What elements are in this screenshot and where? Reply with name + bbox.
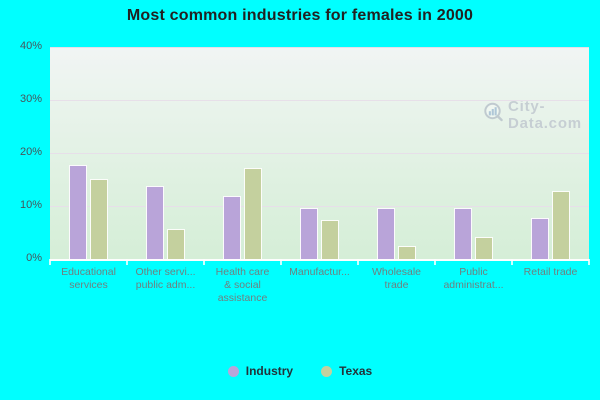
x-axis-label-line: Manufactur... [289,266,350,278]
x-axis-label: Other servi... public adm... [127,266,204,292]
bar-industry [146,186,164,259]
x-axis-label: Wholesale trade [358,266,435,292]
x-axis-label-line: & social [224,279,261,291]
x-axis-label-line: Retail trade [523,266,578,278]
x-axis-label-line: Educational [61,266,116,278]
bar-texas [398,245,416,259]
bar-group-7 [512,191,589,259]
x-axis-label: Public administrat... [435,266,512,292]
bar-texas [167,229,185,259]
x-axis-tick [588,259,590,265]
y-axis-label: 40% [19,40,42,52]
x-axis-label-line: administrat... [443,279,504,291]
x-axis-tick [357,259,359,265]
legend-item-industry: Industry [227,364,294,378]
x-axis-label-line: services [69,279,108,291]
x-axis-label-line: public adm... [135,279,196,291]
legend-label: Industry [245,364,294,378]
x-axis-label: Manufactur... [281,266,358,279]
gridline-30 [50,100,589,101]
legend-item-texas: Texas [321,364,372,378]
gridline-40 [50,47,589,48]
x-axis-label: Retail trade [512,266,589,279]
bar-texas [244,168,262,259]
x-axis-tick [280,259,282,265]
x-axis-tick [49,259,51,265]
x-axis-label-line: Wholesale [371,266,422,278]
gridline-20 [50,153,589,154]
x-axis-tick [511,259,513,265]
bar-texas [475,236,493,259]
bar-group-3 [204,168,281,259]
chart-legend: Industry Texas [0,364,600,378]
x-axis-label-line: Public [459,266,488,278]
bar-group-6 [435,208,512,259]
x-axis-label: Health care & social assistance [204,266,281,305]
bar-texas [321,220,339,259]
bar-industry [223,196,241,259]
legend-label: Texas [339,364,373,378]
x-axis-label-line: assistance [217,292,268,304]
bar-texas [90,178,108,259]
watermark: City-Data.com [483,98,589,132]
x-axis-tick [434,259,436,265]
x-axis-label-line: Health care [215,266,270,278]
bar-group-1 [50,165,127,259]
bar-industry [531,217,549,259]
y-axis-label: 30% [19,93,42,105]
x-axis-label: Educational services [50,266,127,292]
bar-industry [69,165,87,259]
chart-title: Most common industries for females in 20… [126,7,474,24]
watermark-label: City-Data.com [508,98,582,132]
x-axis-tick [126,259,128,265]
y-axis-label: 10% [19,199,42,211]
bar-group-2 [127,186,204,259]
x-axis-tick [203,259,205,265]
plot-area: City-Data.com [50,47,589,261]
x-axis-label-line: trade [384,279,409,291]
bar-texas [552,191,570,259]
y-axis-label: 0% [26,252,42,264]
bar-group-5 [358,207,435,259]
bar-group-4 [281,208,358,259]
x-axis-label-line: Other servi... [135,266,196,278]
bar-industry [377,207,395,259]
bar-industry [300,208,318,259]
gridline-10 [50,206,589,207]
legend-dot-icon [321,365,333,377]
bar-industry [454,208,472,259]
magnifier-chart-icon [483,102,505,129]
y-axis-label: 20% [19,146,42,158]
legend-dot-icon [227,365,239,377]
